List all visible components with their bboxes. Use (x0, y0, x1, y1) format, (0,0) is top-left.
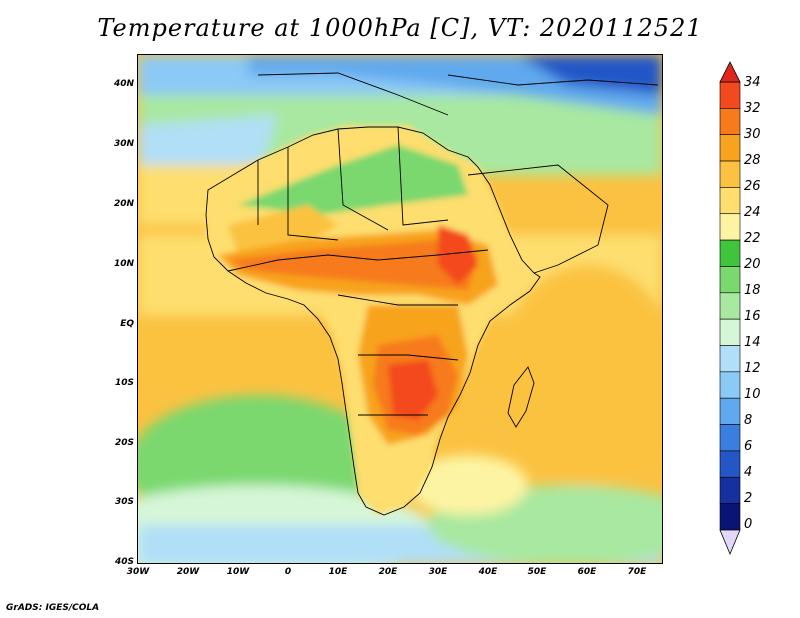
color-bar-label: 28 (744, 153, 761, 168)
color-bar-segment (719, 239, 741, 267)
x-tick-label: 10W (226, 567, 250, 577)
color-bar-segment (719, 371, 741, 399)
color-bar-label: 22 (744, 231, 761, 246)
x-tick-label: 30E (428, 567, 448, 577)
color-bar-label: 24 (744, 205, 761, 220)
color-bar-segments (719, 81, 741, 531)
color-bar-segment (719, 108, 741, 135)
color-bar-label: 32 (744, 101, 761, 116)
x-tick-label: 70E (627, 567, 647, 577)
color-bar-segment (719, 134, 741, 162)
color-bar-label: 6 (744, 439, 753, 454)
color-bar-segment (719, 160, 741, 188)
x-tick-label: 20E (378, 567, 398, 577)
color-bar (719, 61, 741, 556)
y-tick-label: 10S (114, 378, 134, 388)
y-tick-label: 40S (114, 557, 134, 567)
y-tick-label: 20S (114, 438, 134, 448)
color-bar-label: 10 (744, 387, 761, 402)
y-tick-label: 30S (114, 497, 134, 507)
y-tick-label: 20N (113, 199, 134, 209)
color-bar-label: 18 (744, 283, 761, 298)
x-tick-label: 30W (126, 567, 150, 577)
color-bar-label: 26 (744, 179, 761, 194)
color-bar-segment (719, 187, 741, 215)
color-bar-label: 0 (744, 517, 753, 532)
x-tick-label: 20W (176, 567, 200, 577)
color-bar-segment (719, 81, 741, 109)
color-bar-segment (719, 397, 741, 425)
temperature-map (137, 54, 663, 564)
color-bar-segment (719, 345, 741, 373)
y-tick-label: 10N (113, 259, 134, 269)
y-tick-label: 30N (113, 139, 134, 149)
x-tick-label: 60E (577, 567, 597, 577)
color-bar-label: 12 (744, 361, 761, 376)
y-tick-label: EQ (120, 319, 134, 329)
color-bar-label: 8 (744, 413, 753, 428)
color-bar-segment (719, 450, 741, 478)
chart-title: Temperature at 1000hPa [C], VT: 20201125… (97, 14, 703, 42)
x-tick-label: 0 (284, 567, 292, 577)
x-tick-label: 50E (527, 567, 547, 577)
x-tick-label: 40E (478, 567, 498, 577)
map-canvas (138, 55, 662, 563)
x-tick-label: 10E (328, 567, 348, 577)
color-bar-label: 34 (744, 75, 761, 90)
color-bar-segment (719, 476, 741, 504)
footer-credit: GrADS: IGES/COLA (6, 603, 100, 613)
color-bar-label: 4 (744, 465, 753, 480)
color-bar-label: 20 (744, 257, 761, 272)
color-bar-segment (719, 292, 741, 320)
color-bar-segment (719, 503, 741, 531)
y-tick-label: 40N (113, 79, 134, 89)
color-bar-label: 14 (744, 335, 761, 350)
color-bar-bottom-triangle (719, 529, 741, 556)
color-bar-segment (719, 318, 741, 346)
color-bar-segment (719, 266, 741, 294)
color-bar-label: 2 (744, 491, 753, 506)
color-bar-label: 16 (744, 309, 761, 324)
color-bar-top-triangle (719, 61, 741, 83)
color-bar-segment (719, 213, 741, 241)
color-bar-label: 30 (744, 127, 761, 142)
color-bar-segment (719, 424, 741, 452)
